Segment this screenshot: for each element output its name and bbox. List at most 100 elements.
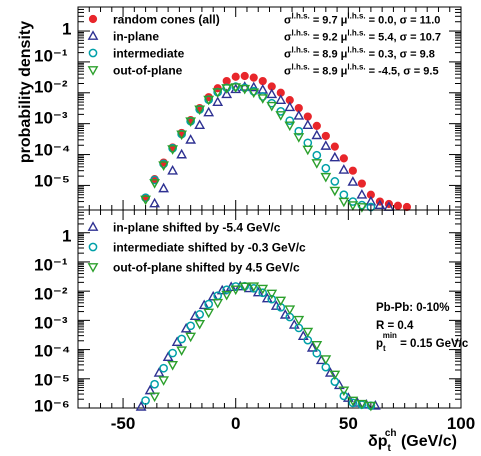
bottom-panel-ticks: [77, 209, 462, 409]
data-point: [230, 285, 242, 296]
annotation-system: Pb-Pb: 0-10%: [376, 302, 450, 314]
data-point: [150, 379, 159, 389]
x-tick-label: 0: [231, 414, 240, 433]
data-point: [374, 199, 386, 210]
x-tick-label: -50: [111, 414, 136, 433]
legend-label-3: out-of-plane shifted by 4.5 GeV/c: [113, 261, 300, 275]
legend-stats-1: σl.h.s. = 9.7 μl.h.s. = 0.0, σ = 11.0: [284, 12, 440, 27]
data-point: [230, 83, 242, 93]
data-point: [257, 94, 269, 104]
data-point: [365, 195, 377, 206]
data-point: [135, 401, 147, 411]
y-tick-label: 10⁻⁶: [34, 396, 70, 415]
data-point: [167, 360, 179, 371]
legend-stats-2: σl.h.s. = 9.2 μl.h.s. = 5.4, σ = 10.7: [284, 29, 441, 44]
data-point: [266, 101, 278, 112]
data-point: [311, 159, 323, 169]
data-point: [257, 284, 269, 295]
legend-marker-3: [87, 263, 99, 273]
series-1-points: [135, 280, 381, 411]
y-tick-label: 10⁻²: [34, 77, 68, 96]
data-point: [221, 290, 233, 301]
top-panel-y-tick-labels: 10⁻⁵ 10⁻⁴ 10⁻³ 10⁻² 10⁻¹ 1: [34, 19, 71, 190]
data-point: [338, 386, 350, 397]
data-point: [321, 131, 330, 141]
data-point: [297, 330, 309, 340]
series-3-points: [149, 282, 377, 412]
bottom-panel-y-tick-labels: 10⁻⁶ 10⁻⁵ 10⁻⁴ 10⁻³ 10⁻² 10⁻¹ 1: [34, 226, 71, 415]
data-point: [249, 73, 258, 82]
bottom-panel: 10⁻⁶ 10⁻⁵ 10⁻⁴ 10⁻³ 10⁻² 10⁻¹ 1 -50 0 50 100 in-p…: [34, 209, 475, 454]
data-point: [141, 396, 150, 405]
data-point: [311, 129, 323, 140]
data-point: [212, 298, 224, 309]
bottom-panel-legend: in-plane shifted by -5.4 GeV/c intermedia…: [87, 221, 306, 275]
y-tick-label: 10⁻⁵: [34, 370, 70, 389]
legend-label-2: in-plane: [113, 30, 159, 44]
y-axis-title: probability density: [17, 21, 34, 163]
data-point: [159, 363, 168, 373]
data-point: [266, 88, 278, 99]
data-point: [329, 186, 341, 197]
data-point: [320, 172, 332, 183]
data-point: [275, 94, 287, 104]
data-point: [258, 76, 267, 86]
data-point: [153, 367, 165, 377]
series-1-points: [141, 71, 412, 212]
data-point: [285, 116, 295, 126]
data-point: [248, 88, 260, 99]
data-point: [312, 150, 322, 160]
legend-label-2: intermediate shifted by -0.3 GeV/c: [113, 241, 306, 255]
y-tick-label: 1: [62, 19, 71, 38]
data-point: [140, 195, 151, 206]
legend-marker-2: [88, 242, 98, 252]
data-point: [158, 161, 170, 171]
legend-label-1: in-plane shifted by -5.4 GeV/c: [113, 221, 281, 235]
data-point: [356, 399, 368, 410]
x-tick-label: 50: [339, 414, 358, 433]
series-4-points: [140, 83, 368, 213]
data-point: [320, 355, 332, 365]
data-point: [306, 342, 318, 352]
legend-marker-2: [87, 30, 99, 40]
data-point: [293, 315, 305, 326]
annotation-radius: R = 0.4: [376, 320, 414, 332]
data-point: [402, 202, 412, 212]
data-point: [176, 346, 188, 356]
data-point: [275, 296, 287, 307]
data-point: [195, 310, 205, 319]
data-point: [330, 177, 340, 186]
data-point: [365, 401, 377, 412]
data-point: [320, 140, 332, 150]
data-point: [240, 71, 249, 81]
data-point: [321, 163, 331, 173]
data-point: [303, 112, 312, 121]
data-point: [293, 133, 305, 143]
legend-label-1: random cones (all): [113, 13, 220, 27]
data-point: [356, 203, 368, 213]
data-point: [194, 119, 206, 129]
data-point: [180, 322, 192, 333]
data-point: [149, 179, 160, 189]
data-point: [194, 105, 206, 116]
data-point: [303, 138, 313, 148]
data-point: [221, 88, 233, 99]
top-panel-points: [140, 71, 412, 213]
data-point: [221, 84, 233, 94]
data-point: [302, 145, 314, 156]
y-tick-label: 10⁻⁴: [34, 341, 70, 360]
legend-marker-1: [87, 221, 99, 231]
data-point: [356, 188, 368, 199]
data-point: [348, 398, 358, 408]
data-point: [185, 117, 197, 127]
data-point: [176, 130, 188, 141]
data-point: [203, 308, 215, 319]
data-point: [339, 190, 349, 200]
y-tick-label: 10⁻²: [34, 284, 68, 303]
data-point: [231, 72, 240, 81]
x-tick-label: 100: [447, 414, 475, 433]
data-point: [185, 134, 197, 144]
data-point: [177, 334, 186, 344]
data-point: [347, 396, 359, 407]
data-point: [212, 88, 224, 98]
